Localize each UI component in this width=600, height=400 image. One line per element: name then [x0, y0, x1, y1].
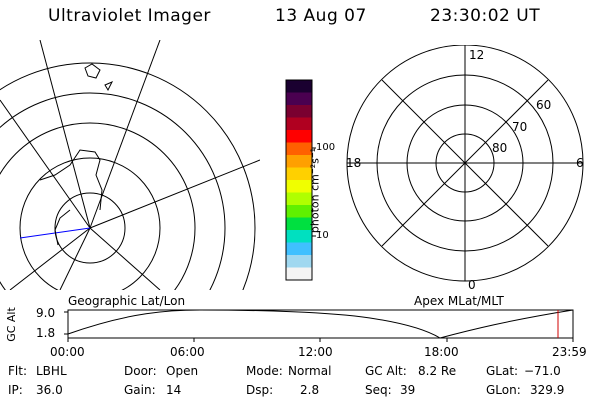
info-door-value: Open: [166, 364, 199, 378]
mlt-label-0: 0: [468, 278, 476, 292]
info-gain-label: Gain:: [124, 383, 156, 397]
info-dsp-label: Dsp:: [246, 383, 274, 397]
colorbar: [285, 79, 316, 281]
orbit-xtick-0000: 00:00: [50, 345, 85, 359]
magnetic-polar-plot: [346, 45, 584, 282]
app-title: Ultraviolet Imager: [48, 6, 211, 26]
colorbar-cell: [286, 255, 312, 268]
info-gcalt-value: 8.2 Re: [418, 364, 457, 378]
colorbar-cell: [286, 130, 312, 143]
colorbar-unit-label: photon cm⁻²s⁻¹: [308, 147, 322, 234]
orbit-altitude-plot: [64, 309, 574, 342]
info-gcalt-label: GC Alt:: [365, 364, 407, 378]
info-seq-value: 39: [400, 383, 416, 397]
geographic-map: [0, 40, 260, 290]
geographic-caption: Geographic Lat/Lon: [68, 294, 186, 308]
lat-label-70: 70: [512, 120, 528, 134]
info-ip-value: 36.0: [36, 383, 63, 397]
colorbar-tick-10: 10: [316, 230, 329, 241]
mlt-label-18: 18: [346, 156, 362, 170]
colorbar-cell: [286, 117, 312, 131]
colorbar-cell: [286, 192, 312, 206]
orbit-ytick-max: 9.0: [36, 306, 56, 320]
info-dsp-value: 2.8: [300, 383, 320, 397]
colorbar-tick-100: 100: [316, 142, 336, 153]
colorbar-cell: [286, 217, 312, 231]
info-flt-value: LBHL: [36, 364, 67, 378]
info-flt-label: Flt:: [8, 364, 27, 378]
orbit-ylabel: GC Alt: [4, 307, 18, 342]
colorbar-cell: [286, 92, 312, 106]
orbit-ytick-min: 1.8: [36, 326, 56, 340]
mlt-label-6: 6: [576, 156, 584, 170]
orbit-xtick-1200: 12:00: [298, 345, 333, 359]
magnetic-caption: Apex MLat/MLT: [414, 294, 504, 308]
colorbar-cell: [286, 230, 312, 243]
info-mode-label: Mode:: [246, 364, 283, 378]
colorbar-cell: [286, 105, 312, 118]
colorbar-cell: [286, 267, 312, 281]
colorbar-cell: [286, 142, 312, 156]
colorbar-cell: [286, 155, 312, 168]
info-glat-value: −71.0: [524, 364, 561, 378]
info-ip-label: IP:: [8, 383, 23, 397]
orbit-xtick-0600: 06:00: [170, 345, 205, 359]
colorbar-cell: [286, 80, 312, 93]
colorbar-cell: [286, 242, 312, 256]
colorbar-cell: [286, 167, 312, 181]
info-door-label: Door:: [124, 364, 157, 378]
orbit-xtick-2359: 23:59: [552, 345, 587, 359]
colorbar-cell: [286, 180, 312, 193]
orbit-xtick-1800: 18:00: [424, 345, 459, 359]
lat-label-80: 80: [492, 141, 508, 155]
info-glon-value: 329.9: [530, 383, 565, 397]
info-glat-label: GLat:: [486, 364, 519, 378]
info-glon-label: GLon:: [486, 383, 521, 397]
info-gain-value: 14: [166, 383, 182, 397]
date-label: 13 Aug 07: [275, 6, 367, 26]
mlt-label-12: 12: [469, 48, 485, 62]
info-mode-value: Normal: [288, 364, 332, 378]
info-seq-label: Seq:: [365, 383, 392, 397]
time-label: 23:30:02 UT: [430, 6, 541, 26]
lat-label-60: 60: [536, 98, 552, 112]
colorbar-cell: [286, 205, 312, 218]
